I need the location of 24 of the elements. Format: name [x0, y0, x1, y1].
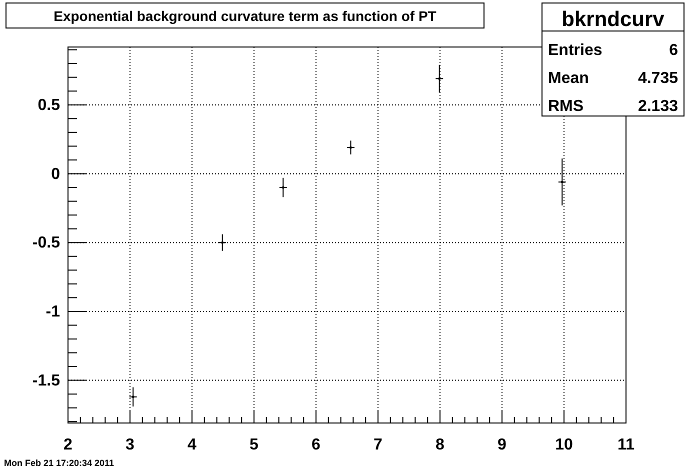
- x-tick-label: 10: [555, 436, 573, 454]
- y-tick-label: 0.5: [38, 96, 60, 114]
- y-tick-label: -0.5: [32, 234, 60, 252]
- x-tick-label: 8: [436, 436, 445, 454]
- annotation: Mean: [548, 70, 589, 87]
- text: bkrndcurv: [562, 8, 665, 31]
- text: 6: [669, 42, 678, 59]
- chart-title: Exponential background curvature term as function of PT: [54, 8, 437, 24]
- text: 2.133: [638, 98, 678, 115]
- y-tick-label: 0: [51, 166, 60, 183]
- x-tick-label: 4: [188, 436, 197, 454]
- y-tick-label: -1: [46, 304, 60, 321]
- x-tick-label: 9: [498, 436, 507, 454]
- y-tick-label: -1.5: [32, 372, 60, 390]
- text: Mon Feb 21 17:20:34 2011: [4, 458, 114, 468]
- annotation: Entries: [548, 42, 602, 59]
- x-tick-label: 6: [312, 436, 321, 454]
- x-tick-label: 3: [126, 436, 135, 454]
- text: 4.735: [638, 70, 678, 87]
- annotation: RMS: [548, 98, 584, 115]
- x-tick-label: 2: [64, 436, 73, 454]
- x-tick-label: 5: [250, 436, 259, 454]
- x-tick-label: 7: [374, 436, 383, 454]
- x-tick-label: 11: [618, 436, 635, 454]
